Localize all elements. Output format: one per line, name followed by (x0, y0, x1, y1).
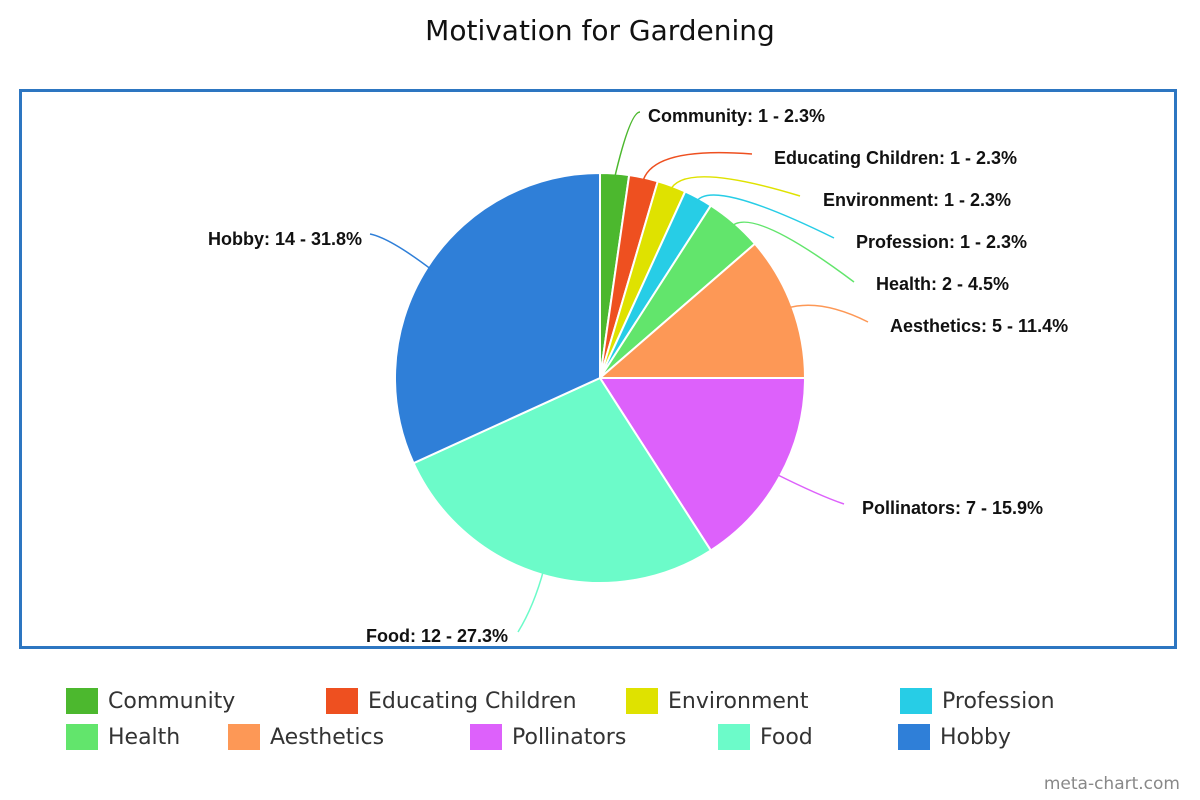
leader-line-health (729, 221, 855, 283)
legend-label-pollinators: Pollinators (512, 724, 627, 750)
legend-swatch-profession (900, 688, 932, 714)
leader-line-food (517, 568, 545, 633)
leader-line-educating-children (641, 151, 753, 184)
legend-swatch-environment (626, 688, 658, 714)
slice-label-community: Community: 1 - 2.3% (648, 106, 825, 126)
credit-text: meta-chart.com (1043, 774, 1180, 794)
legend-item-pollinators: Pollinators (470, 724, 676, 750)
legend-item-profession: Profession (900, 688, 1100, 714)
legend: Community Educating Children Environment Pr… (66, 688, 1166, 750)
slice-label-environment: Environment: 1 - 2.3% (823, 190, 1011, 210)
slice-label-health: Health: 2 - 4.5% (876, 274, 1009, 294)
slice-label-hobby: Hobby: 14 - 31.8% (208, 229, 362, 249)
legend-label-food: Food (760, 724, 813, 750)
slice-label-aesthetics: Aesthetics: 5 - 11.4% (890, 316, 1068, 336)
legend-label-community: Community (108, 688, 236, 714)
legend-label-profession: Profession (942, 688, 1055, 714)
legend-item-health: Health (66, 724, 186, 750)
legend-swatch-food (718, 724, 750, 750)
leader-line-pollinators (774, 472, 845, 505)
pie-chart: Community: 1 - 2.3% Educating Children: 1… (208, 106, 1068, 646)
legend-label-educating-children: Educating Children (368, 688, 577, 714)
legend-label-health: Health (108, 724, 181, 750)
legend-item-community: Community (66, 688, 284, 714)
slice-label-educating-children: Educating Children: 1 - 2.3% (774, 148, 1017, 168)
legend-label-environment: Environment (668, 688, 809, 714)
chart-title: Motivation for Gardening (425, 14, 775, 47)
leader-line-environment (668, 176, 801, 197)
slice-label-food: Food: 12 - 27.3% (366, 626, 508, 646)
leader-line-profession (694, 194, 835, 239)
leader-line-hobby (369, 233, 434, 272)
legend-item-aesthetics: Aesthetics (228, 724, 428, 750)
legend-swatch-aesthetics (228, 724, 260, 750)
legend-swatch-health (66, 724, 98, 750)
legend-item-food: Food (718, 724, 856, 750)
legend-swatch-community (66, 688, 98, 714)
legend-swatch-educating-children (326, 688, 358, 714)
legend-item-environment: Environment (626, 688, 858, 714)
slice-label-profession: Profession: 1 - 2.3% (856, 232, 1027, 252)
legend-swatch-hobby (898, 724, 930, 750)
legend-item-educating-children: Educating Children (326, 688, 584, 714)
legend-label-aesthetics: Aesthetics (270, 724, 385, 750)
leader-line-aesthetics (786, 304, 869, 323)
legend-swatch-pollinators (470, 724, 502, 750)
leader-line-community (613, 111, 641, 180)
legend-item-hobby: Hobby (898, 724, 1018, 750)
legend-label-hobby: Hobby (940, 724, 1011, 750)
plot-frame (19, 89, 1177, 649)
slice-label-pollinators: Pollinators: 7 - 15.9% (862, 498, 1043, 518)
